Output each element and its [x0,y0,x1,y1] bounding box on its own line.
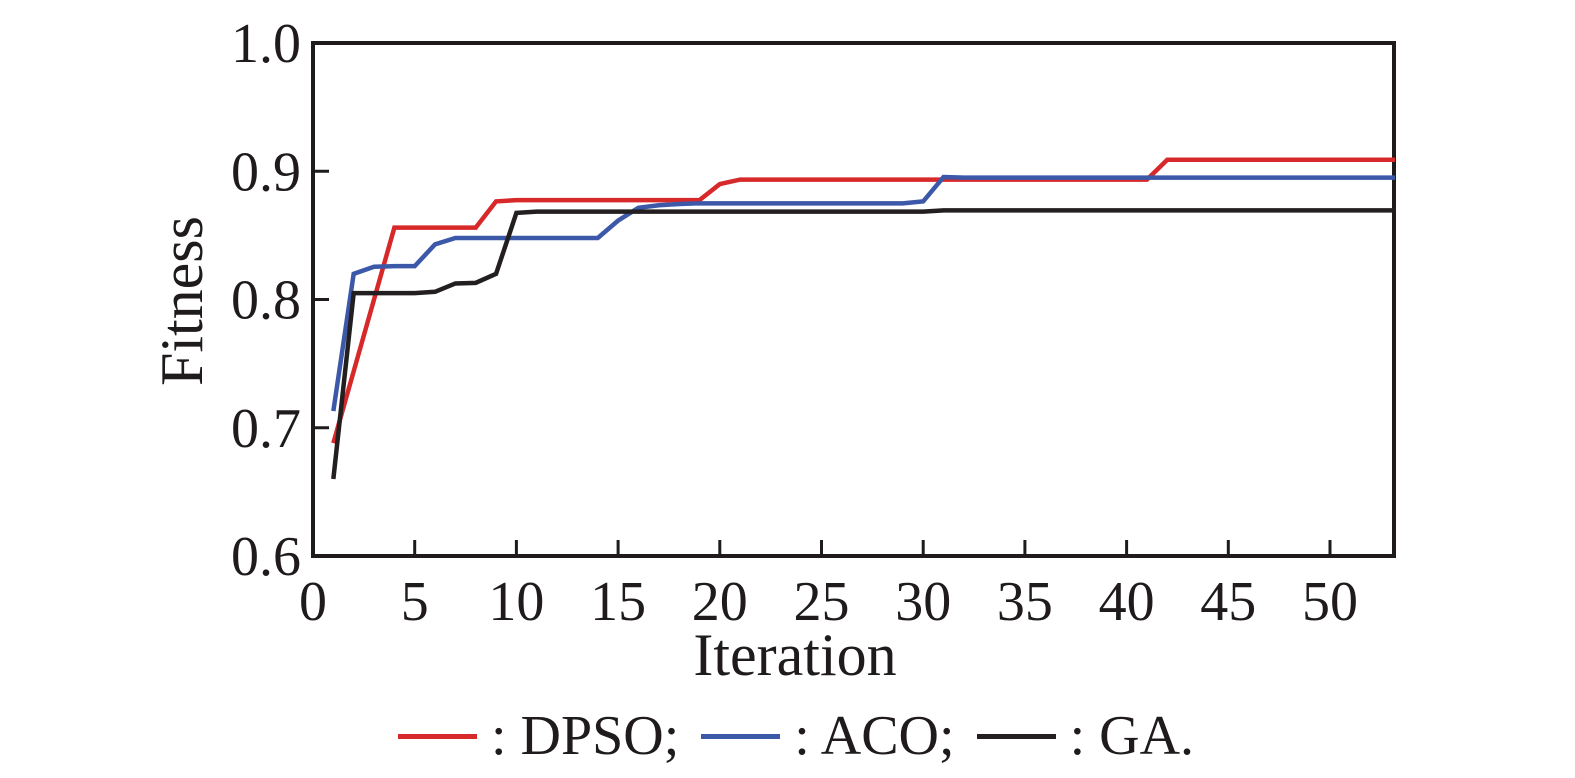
x-tick-label-15: 15 [590,571,646,633]
x-tick-label-35: 35 [997,571,1053,633]
x-tick-label-25: 25 [794,571,850,633]
series-line-aco [331,174,1396,412]
legend-line-sample-aco [701,733,781,739]
legend-label-aco: : ACO; [794,705,955,767]
x-tick-label-5: 5 [401,571,429,633]
x-tick-label-0: 0 [299,571,327,633]
legend-label-dpso: : DPSO; [491,705,680,767]
legend-item-aco: : ACO; [701,704,955,768]
x-tick-label-30: 30 [895,571,951,633]
x-tick-label-20: 20 [692,571,748,633]
y-tick-label-0.7: 0.7 [231,398,301,460]
x-tick-label-50: 50 [1302,571,1358,633]
y-tick-label-0.6: 0.6 [231,526,301,588]
legend-line-sample-dpso [398,733,477,739]
legend-line-sample-ga [976,733,1056,739]
y-axis-title: Fitness [149,215,215,387]
x-tick-label-40: 40 [1099,571,1155,633]
y-tick-label-0.9: 0.9 [231,141,301,203]
y-tick-label-0.8: 0.8 [231,270,301,332]
legend-item-ga: : GA. [976,704,1195,768]
y-tick-label-1: 1.0 [231,13,301,75]
x-axis-title: Iteration [693,622,897,688]
series-line-dpso [331,157,1396,444]
chart-legend: : DPSO; : ACO; : GA. [398,700,1298,772]
legend-label-ga: : GA. [1069,705,1195,767]
x-tick-label-45: 45 [1200,571,1256,633]
series-line-ga [331,208,1396,480]
plot-frame [311,41,1396,558]
x-tick-label-10: 10 [488,571,544,633]
legend-item-dpso: : DPSO; [398,704,679,768]
